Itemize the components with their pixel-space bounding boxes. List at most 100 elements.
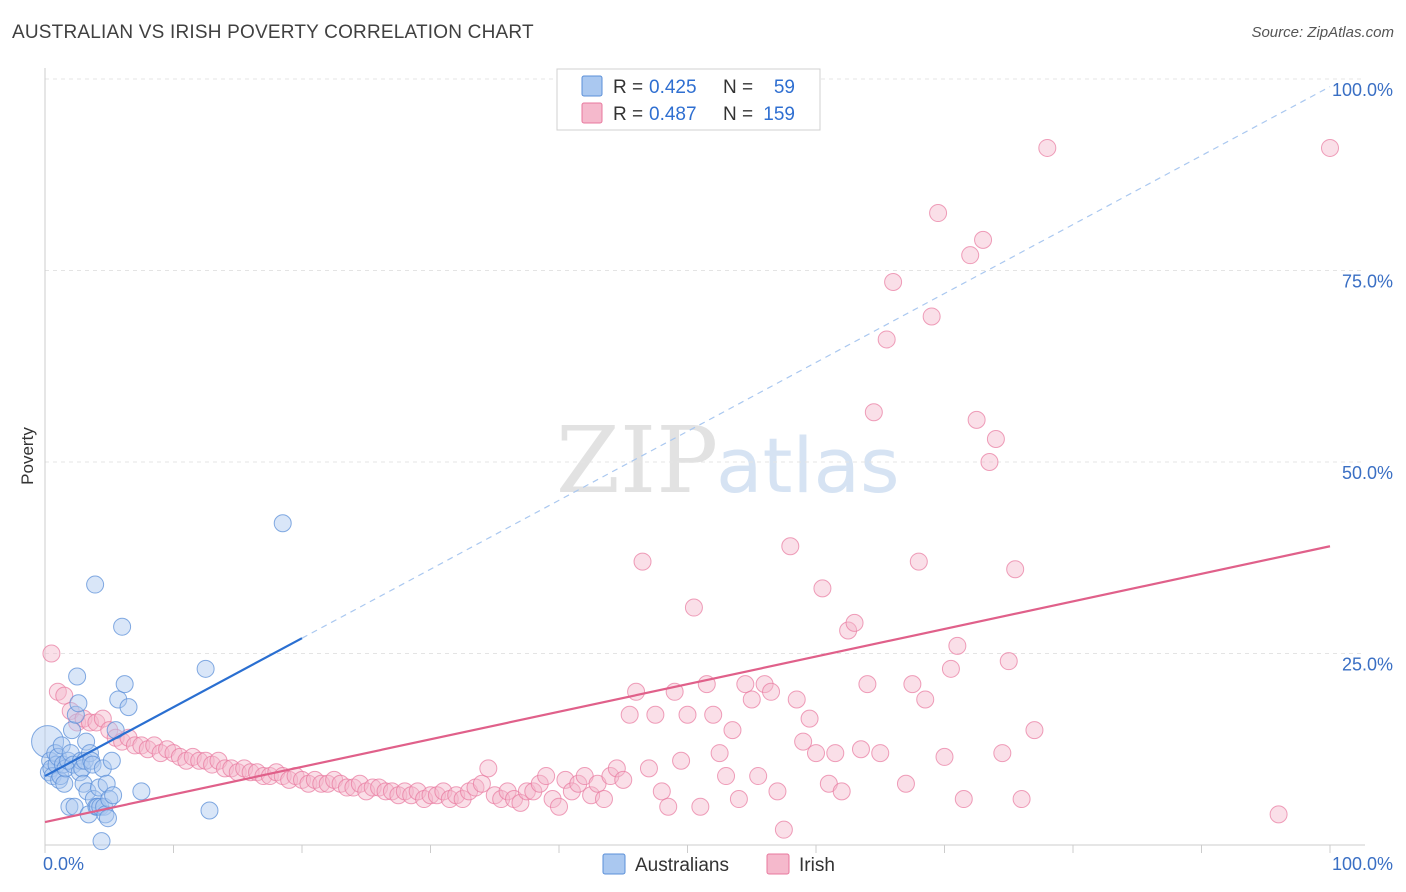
point-australians-55	[196, 659, 215, 678]
legend-n-value-australians: 59	[774, 77, 795, 98]
point-australians-50	[109, 690, 128, 709]
point-australians-40	[92, 832, 111, 851]
point-irish-153	[1269, 805, 1288, 824]
point-irish-89	[614, 770, 633, 789]
point-irish-122	[826, 744, 845, 763]
y-tick-labels: 25.0% 50.0% 75.0% 100.0%	[1332, 80, 1393, 675]
point-australians-12	[55, 774, 74, 793]
point-irish-149	[1006, 560, 1025, 579]
x-tick-label-max: 100.0%	[1332, 854, 1393, 874]
point-australians-17	[62, 721, 81, 740]
point-irish-91	[627, 682, 646, 701]
legend-r-label-irish: R =	[613, 104, 643, 125]
point-irish-88	[607, 759, 626, 778]
point-irish-123	[832, 782, 851, 801]
point-irish-136	[922, 307, 941, 326]
point-irish-9	[100, 721, 119, 740]
point-irish-86	[594, 790, 613, 809]
point-irish-133	[903, 675, 922, 694]
point-australians-48	[104, 786, 123, 805]
watermark-atlas: atlas	[716, 421, 900, 510]
point-irish-78	[543, 790, 562, 809]
point-irish-71	[498, 782, 517, 801]
point-australians-56	[200, 801, 219, 820]
point-irish-127	[858, 675, 877, 694]
legend-r-label-australians: R =	[613, 77, 643, 98]
point-australians-35	[86, 575, 105, 594]
bottom-legend-swatch-irish	[766, 853, 790, 875]
point-australians-52	[115, 675, 134, 694]
point-irish-103	[704, 705, 723, 724]
y-tick-label: 50.0%	[1342, 463, 1393, 483]
point-irish-104	[710, 744, 729, 763]
point-irish-120	[813, 579, 832, 598]
point-irish-117	[794, 732, 813, 751]
legend-n-label-australians: N =	[723, 77, 753, 98]
axes	[44, 68, 1365, 853]
point-irish-144	[974, 230, 993, 249]
point-irish-95	[652, 782, 671, 801]
series-legend: Australians Irish	[602, 853, 835, 876]
point-irish-68	[479, 759, 498, 778]
point-australians-21	[68, 667, 87, 686]
point-australians-22	[69, 694, 88, 713]
legend-swatch-irish	[581, 102, 603, 124]
point-irish-128	[864, 403, 883, 422]
point-irish-151	[1025, 721, 1044, 740]
point-irish-93	[639, 759, 658, 778]
point-irish-129	[871, 744, 890, 763]
trend-line-irish	[44, 545, 1331, 824]
point-irish-92	[633, 552, 652, 571]
trend-lines	[301, 86, 1331, 639]
point-irish-110	[749, 767, 768, 786]
point-australians-53	[119, 698, 138, 717]
point-irish-147	[993, 744, 1012, 763]
legend-r-value-australians: 0.425	[649, 77, 697, 98]
point-irish-132	[896, 774, 915, 793]
point-irish-125	[845, 613, 864, 632]
point-irish-141	[954, 790, 973, 809]
point-irish-101	[691, 797, 710, 816]
point-irish-134	[909, 552, 928, 571]
point-australians-44	[97, 774, 116, 793]
watermark-zip: ZIP	[556, 407, 718, 514]
point-irish-119	[807, 744, 825, 763]
point-irish-116	[787, 690, 806, 709]
trend-extension-australians	[301, 86, 1331, 639]
point-irish-118	[800, 709, 819, 728]
point-irish-138	[935, 747, 954, 766]
point-irish-79	[550, 797, 568, 816]
point-australians-41	[93, 759, 112, 778]
point-australians-29	[78, 782, 97, 801]
point-irish-96	[659, 797, 678, 816]
chart-title: AUSTRALIAN VS IRISH POVERTY CORRELATION …	[12, 22, 534, 43]
point-irish-2	[55, 686, 74, 705]
point-irish-150	[1012, 790, 1031, 809]
point-irish-142	[961, 246, 980, 265]
point-irish-140	[948, 636, 967, 655]
point-irish-126	[851, 740, 870, 759]
point-irish-75	[524, 782, 543, 801]
point-irish-100	[684, 598, 703, 617]
point-irish-115	[781, 537, 800, 556]
point-irish-154	[1321, 138, 1339, 157]
x-tick-label-min: 0.0%	[43, 854, 84, 874]
point-irish-82	[569, 774, 588, 793]
y-tick-label: 75.0%	[1342, 272, 1393, 292]
point-irish-8	[93, 709, 112, 728]
point-irish-76	[530, 774, 549, 793]
bottom-legend-label-irish: Irish	[799, 855, 835, 876]
point-irish-70	[492, 790, 511, 809]
point-irish-139	[941, 659, 960, 678]
source-credit: Source: ZipAtlas.com	[1251, 24, 1394, 41]
point-irish-105	[717, 767, 736, 786]
point-australians-47	[102, 751, 121, 770]
point-irish-64	[453, 790, 472, 809]
point-irish-99	[678, 705, 697, 724]
y-tick-label: 100.0%	[1332, 80, 1393, 100]
point-irish-148	[999, 652, 1018, 671]
bottom-legend-swatch-australians	[602, 853, 626, 875]
point-irish-107	[729, 790, 748, 809]
legend-n-value-irish: 159	[763, 104, 795, 125]
point-irish-145	[980, 453, 999, 471]
